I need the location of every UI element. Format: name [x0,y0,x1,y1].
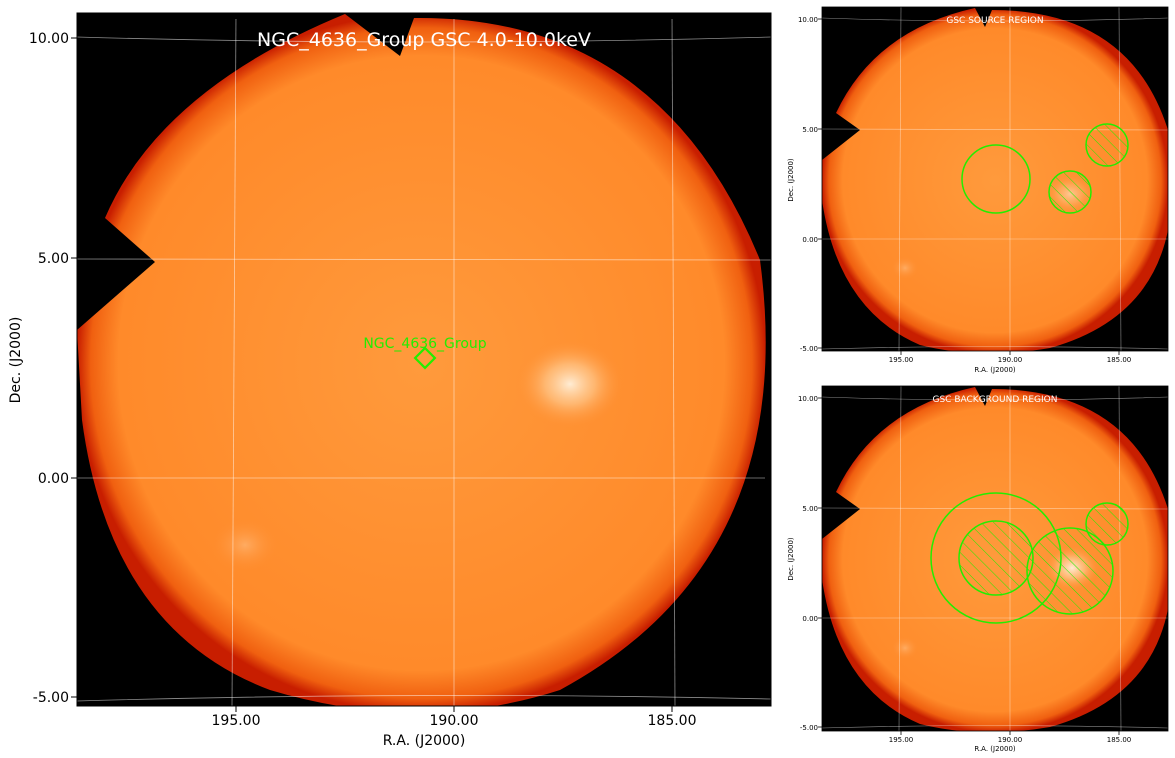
background-y-tick-label: 5.00 [802,505,818,513]
source-region-circle [961,144,1031,214]
source-ticks [818,18,1120,355]
excluded-source-circle [1026,527,1114,615]
main-x-tick-labels: 195.00 190.00 185.00 [212,713,697,729]
source-y-tick-labels: 10.00 5.00 0.00 -5.00 [798,16,818,353]
background-y-tick-label: -5.00 [800,724,818,732]
main-grid [77,13,771,706]
source-x-axis-label: R.A. (J2000) [974,366,1016,374]
background-x-axis-label: R.A. (J2000) [974,745,1016,753]
background-panel-title: GSC BACKGROUND REGION [933,395,1058,405]
main-image: NGC_4636_Group NGC_4636_Group GSC 4.0-10… [77,13,771,706]
source-faint-blob [891,256,919,280]
main-title: NGC_4636_Group GSC 4.0-10.0keV [257,29,591,51]
main-y-tick-label: 0.00 [38,471,69,487]
background-region-panel: GSC BACKGROUND REGION 195.00 190.00 185.… [787,385,1169,753]
bright-source-blob [515,339,625,429]
background-y-tick-label: 0.00 [802,615,818,623]
main-x-tick-label: 185.00 [648,713,697,729]
source-disk [822,8,1168,351]
main-y-tick-labels: 10.00 5.00 0.00 -5.00 [29,31,69,706]
source-image: GSC SOURCE REGION [822,7,1168,351]
excluded-source-circle [958,520,1034,596]
background-y-tick-label: 10.00 [798,395,818,403]
source-region-panel: GSC SOURCE REGION 195.00 190.00 185.00 1… [787,6,1169,374]
main-x-axis-label: R.A. (J2000) [383,733,466,749]
source-panel-title: GSC SOURCE REGION [946,16,1043,26]
background-y-tick-labels: 10.00 5.00 0.00 -5.00 [798,395,818,732]
main-y-tick-label: 5.00 [38,251,69,267]
source-x-tick-label: 185.00 [1107,356,1132,364]
background-x-tick-label: 190.00 [998,736,1023,744]
source-label: NGC_4636_Group [363,336,486,352]
background-ticks [818,397,1120,735]
background-x-tick-label: 195.00 [889,736,914,744]
background-faint-blob [891,636,919,660]
excluded-source-circle [1048,170,1092,214]
background-x-tick-label: 185.00 [1107,736,1132,744]
source-y-tick-label: 5.00 [802,126,818,134]
main-panel: NGC_4636_Group NGC_4636_Group GSC 4.0-10… [8,12,772,749]
main-x-tick-label: 195.00 [212,713,261,729]
excluded-source-circle [1085,502,1129,546]
source-frame [821,6,1169,352]
background-y-axis-label: Dec. (J2000) [787,537,795,581]
faint-source-blob [210,517,280,573]
background-x-tick-labels: 195.00 190.00 185.00 [889,736,1132,744]
source-marker-diamond [413,346,437,370]
main-frame [76,12,772,707]
source-x-tick-label: 190.00 [998,356,1023,364]
main-x-tick-label: 190.00 [430,713,479,729]
excluded-source-circle [1085,123,1129,167]
main-y-tick-label: -5.00 [33,690,69,706]
background-frame [821,385,1169,732]
main-ticks [71,13,771,712]
source-x-tick-labels: 195.00 190.00 185.00 [889,356,1132,364]
source-y-tick-label: 10.00 [798,16,818,24]
main-y-axis-label: Dec. (J2000) [8,317,24,404]
source-y-axis-label: Dec. (J2000) [787,158,795,202]
main-y-tick-label: 10.00 [29,31,69,47]
source-grid [822,7,1168,351]
source-y-tick-label: -5.00 [800,345,818,353]
source-y-tick-label: 0.00 [802,236,818,244]
background-image: GSC BACKGROUND REGION [822,386,1168,731]
source-x-tick-label: 195.00 [889,356,914,364]
